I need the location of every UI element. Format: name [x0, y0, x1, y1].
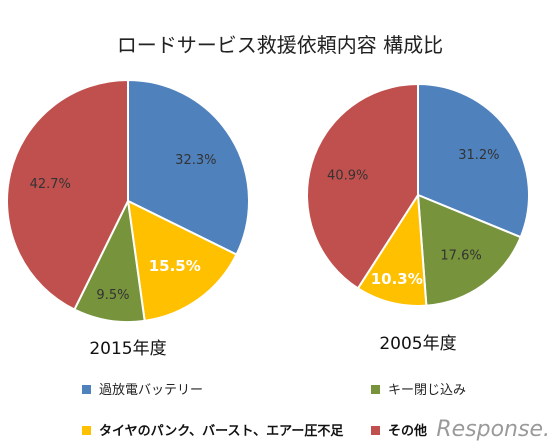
legend-label-battery: 過放電バッテリー: [99, 383, 203, 398]
pie-2015-label-battery: 32.3%: [175, 153, 216, 168]
pie-2005-slice-key: [416, 193, 522, 307]
legend-swatch-other: [371, 426, 380, 435]
pie-2015: 32.3% 15.5% 9.5% 42.7%: [6, 78, 250, 323]
legend-swatch-tire: [82, 426, 91, 435]
pie-2015-slice-other: [6, 78, 129, 311]
legend-label-tire: タイヤのパンク、バースト、エアー圧不足: [99, 424, 344, 439]
pie-2005-slice-tire: [356, 191, 428, 307]
pie-2015-slice-tire: [126, 199, 238, 322]
response-watermark: Response.: [436, 417, 550, 442]
pie-2005-label-key: 17.6%: [440, 248, 481, 263]
legend-label-other: その他: [388, 423, 427, 439]
pie-2005-label-tire: 10.3%: [371, 270, 423, 288]
legend-swatch-battery: [82, 385, 91, 394]
pie-2015-label: 2015年度: [89, 339, 166, 359]
pie-2015-label-key: 9.5%: [96, 288, 129, 303]
pie-2015-slice-battery: [127, 78, 250, 256]
pie-2015-label-other: 42.7%: [30, 177, 71, 192]
legend-label-key: キー閉じ込み: [388, 383, 466, 398]
pie-2005-label: 2005年度: [379, 334, 456, 354]
pie-2005: 31.2% 17.6% 10.3% 40.9%: [306, 82, 530, 307]
pie-2005-slice-battery: [417, 82, 530, 239]
pie-2005-label-battery: 31.2%: [458, 148, 499, 163]
legend: 過放電バッテリー キー閉じ込み タイヤのパンク、バースト、エアー圧不足 その他: [82, 383, 466, 439]
pie-2005-slice-other: [306, 82, 419, 290]
pie-2005-label-other: 40.9%: [327, 168, 368, 183]
legend-swatch-key: [371, 385, 380, 394]
pie-2015-label-tire: 15.5%: [149, 257, 201, 275]
chart-title: ロードサービス救援依頼内容 構成比: [117, 33, 443, 57]
